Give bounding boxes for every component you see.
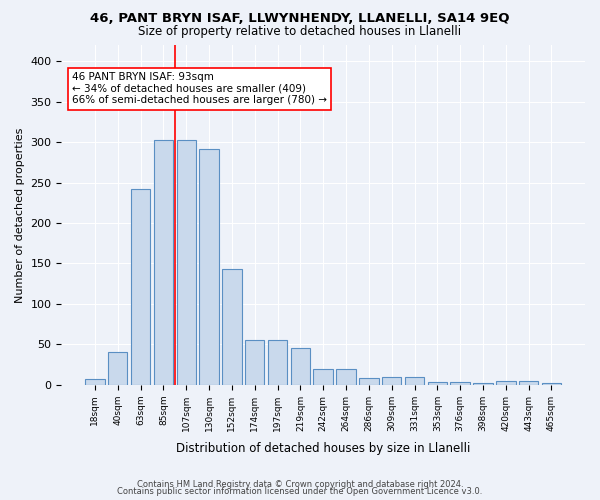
Bar	[451, 382, 470, 385]
Bar	[245, 340, 265, 385]
Bar	[542, 383, 561, 385]
Bar	[290, 348, 310, 385]
Bar	[428, 382, 447, 385]
Bar	[131, 189, 150, 385]
Bar	[176, 140, 196, 385]
Bar	[496, 380, 515, 385]
Bar	[473, 383, 493, 385]
Text: Size of property relative to detached houses in Llanelli: Size of property relative to detached ho…	[139, 25, 461, 38]
Bar	[108, 352, 127, 385]
Y-axis label: Number of detached properties: Number of detached properties	[15, 127, 25, 302]
Text: 46, PANT BRYN ISAF, LLWYNHENDY, LLANELLI, SA14 9EQ: 46, PANT BRYN ISAF, LLWYNHENDY, LLANELLI…	[90, 12, 510, 26]
Bar	[313, 368, 333, 385]
Bar	[337, 368, 356, 385]
Bar	[519, 380, 538, 385]
Bar	[382, 376, 401, 385]
Bar	[154, 140, 173, 385]
Bar	[268, 340, 287, 385]
Bar	[359, 378, 379, 385]
Text: 46 PANT BRYN ISAF: 93sqm
← 34% of detached houses are smaller (409)
66% of semi-: 46 PANT BRYN ISAF: 93sqm ← 34% of detach…	[72, 72, 327, 106]
Bar	[85, 379, 104, 385]
Bar	[199, 148, 219, 385]
Bar	[222, 269, 242, 385]
X-axis label: Distribution of detached houses by size in Llanelli: Distribution of detached houses by size …	[176, 442, 470, 455]
Text: Contains public sector information licensed under the Open Government Licence v3: Contains public sector information licen…	[118, 487, 482, 496]
Bar	[405, 376, 424, 385]
Text: Contains HM Land Registry data © Crown copyright and database right 2024.: Contains HM Land Registry data © Crown c…	[137, 480, 463, 489]
